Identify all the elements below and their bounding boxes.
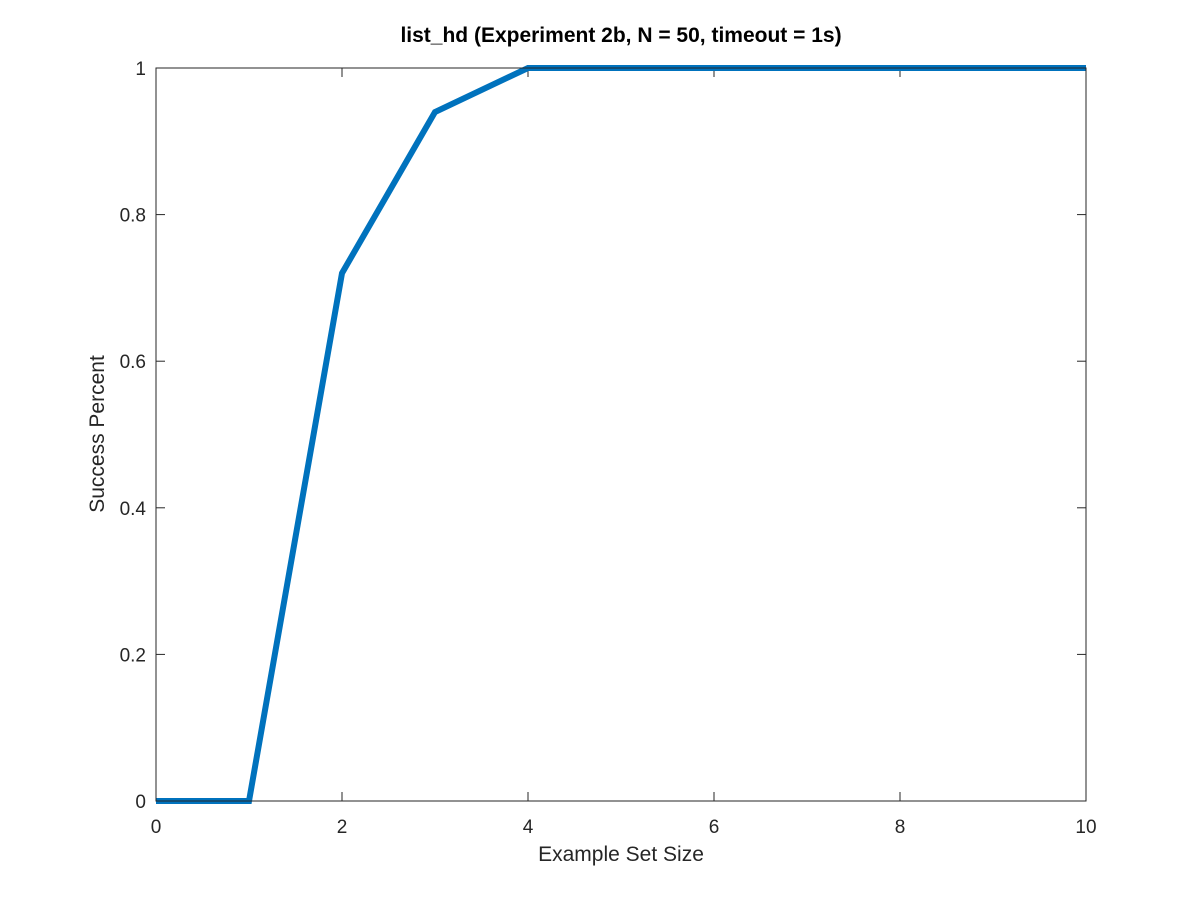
y-tick-label: 1 bbox=[135, 59, 146, 80]
y-tick-label: 0 bbox=[135, 792, 146, 813]
x-tick-label: 0 bbox=[151, 817, 162, 838]
x-tick-label: 4 bbox=[523, 817, 534, 838]
y-tick-labels: 0 0.2 0.4 0.6 0.8 1 bbox=[120, 59, 147, 813]
plot-frame bbox=[155, 67, 1087, 802]
x-tick-label: 8 bbox=[895, 817, 906, 838]
x-tick-labels: 0 2 4 6 8 10 bbox=[151, 817, 1097, 838]
chart-title: list_hd (Experiment 2b, N = 50, timeout … bbox=[400, 24, 841, 47]
x-tick-label: 6 bbox=[709, 817, 720, 838]
x-axis-label: Example Set Size bbox=[538, 843, 704, 866]
plot-background bbox=[156, 68, 1086, 801]
y-axis-label: Success Percent bbox=[86, 355, 109, 513]
y-tick-label: 0.2 bbox=[120, 645, 146, 666]
y-tick-label: 0.8 bbox=[120, 206, 146, 227]
x-tick-label: 10 bbox=[1075, 817, 1096, 838]
y-tick-label: 0.6 bbox=[120, 352, 146, 373]
y-tick-label: 0.4 bbox=[120, 499, 147, 520]
x-tick-label: 2 bbox=[337, 817, 348, 838]
